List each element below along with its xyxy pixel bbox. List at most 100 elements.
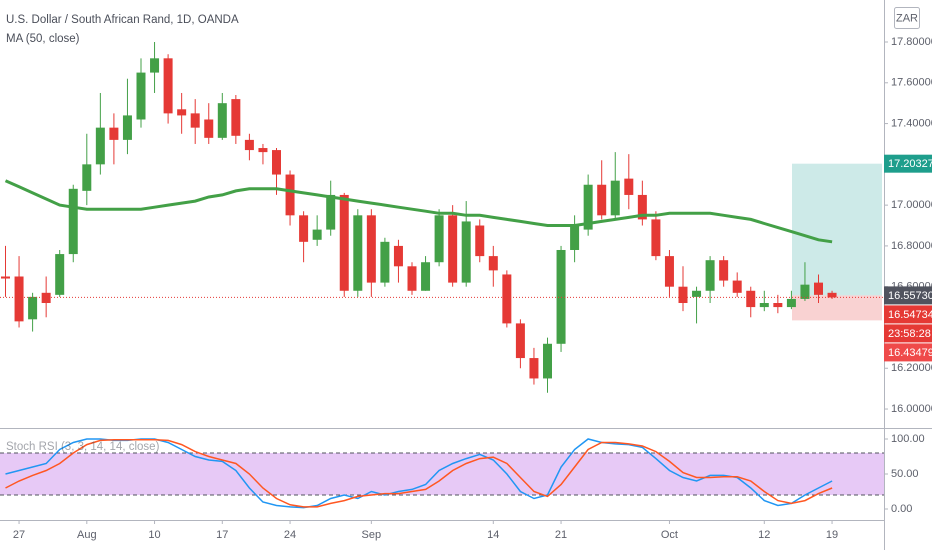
stoch-line <box>5 438 833 508</box>
candle-body <box>692 290 702 297</box>
candle-body <box>705 260 715 291</box>
y-tick-label: 17.80000 <box>891 36 932 48</box>
stoch-band-fill <box>0 453 884 496</box>
candle-body <box>244 139 254 151</box>
candle-body <box>461 221 471 283</box>
candle-body <box>353 215 363 291</box>
candle-body <box>41 292 51 304</box>
target-price-label: 17.20327 <box>888 158 932 170</box>
candle-body <box>109 127 119 140</box>
candle-body <box>678 286 688 304</box>
candle-body <box>82 164 92 191</box>
candle-body <box>150 58 160 73</box>
candle-body <box>1 276 10 279</box>
x-tick-label: 17 <box>216 529 228 541</box>
x-tick-label: Sep <box>362 529 382 541</box>
candle-body <box>163 58 173 114</box>
x-tick-label: 21 <box>555 529 567 541</box>
y-tick-label: 16.80000 <box>891 240 932 252</box>
candle-body <box>746 290 756 308</box>
y-tick-label: 16.00000 <box>891 403 932 415</box>
candle-body <box>597 184 607 216</box>
x-tick-label: Oct <box>661 529 678 541</box>
y-tick-label: 17.40000 <box>891 117 932 129</box>
candle-body <box>637 194 647 220</box>
candle-body <box>312 229 322 240</box>
candle-body <box>122 115 132 140</box>
candle-body <box>543 343 552 379</box>
candle-body <box>339 194 349 291</box>
stop-price-label: 16.43479 <box>888 347 932 359</box>
indicator-label: MA (50, close) <box>6 33 80 45</box>
candle-body <box>393 245 403 267</box>
candle-body <box>380 241 390 283</box>
target-price-label-box <box>884 154 932 173</box>
candle-body <box>299 215 309 242</box>
candle-body <box>136 72 146 120</box>
candle-body <box>177 109 187 116</box>
candle-body <box>366 215 376 283</box>
candle-body <box>434 215 444 263</box>
y-tick-label: 100.00 <box>891 433 925 445</box>
y-tick-label: 16.20000 <box>891 362 932 374</box>
candle-body <box>529 358 539 379</box>
x-tick-label: 14 <box>487 529 499 541</box>
x-tick-label: 24 <box>284 529 296 541</box>
countdown-label: 23:58:28 <box>888 328 931 340</box>
candle-body <box>55 254 65 295</box>
candle-body <box>448 215 458 283</box>
candle-body <box>814 282 823 295</box>
entry-price-label: 16.55730 <box>888 290 932 302</box>
candle-body <box>258 148 268 153</box>
stoch-title: Stoch RSI (3, 3, 14, 14, close) <box>6 441 160 453</box>
x-tick-label: Aug <box>77 529 97 541</box>
candle-body <box>95 127 105 165</box>
candle-body <box>421 262 431 291</box>
candle-body <box>570 225 580 250</box>
candle-body <box>68 188 78 255</box>
candle-body <box>732 280 742 293</box>
countdown-label-box <box>884 324 932 343</box>
candle-body <box>651 219 661 257</box>
last-price-label-box <box>884 305 932 324</box>
candle-body <box>14 276 24 322</box>
ma-line <box>4 179 833 244</box>
candle-body <box>28 296 38 320</box>
candle-body <box>231 99 241 136</box>
candle-body <box>285 174 295 216</box>
position-stop-zone <box>792 295 882 321</box>
y-tick-label: 50.00 <box>891 468 919 480</box>
y-tick-label: 17.60000 <box>891 77 932 89</box>
y-tick-label: 17.00000 <box>891 199 932 211</box>
x-tick-label: 10 <box>148 529 160 541</box>
candle-body <box>556 249 566 344</box>
stop-price-label-box <box>884 343 932 362</box>
candle-body <box>786 298 796 308</box>
entry-price-label-box <box>884 286 932 305</box>
last-price-label: 16.54734 <box>888 309 932 321</box>
candle-body <box>407 266 417 291</box>
x-tick-label: 12 <box>758 529 770 541</box>
candle-body <box>475 225 485 257</box>
candle-body <box>502 274 512 324</box>
candle-body <box>272 150 281 175</box>
candle-body <box>610 180 620 216</box>
x-tick-label: 27 <box>13 529 25 541</box>
candle-body <box>190 113 200 128</box>
candle-body <box>719 260 729 281</box>
candle-body <box>624 178 634 195</box>
candle-body <box>204 119 214 138</box>
candle-body <box>326 194 336 230</box>
position-target-zone <box>792 163 882 296</box>
candle-body <box>583 184 593 230</box>
candle-body <box>800 284 810 299</box>
x-tick-label: 19 <box>826 529 838 541</box>
candle-body <box>515 323 525 359</box>
candle-body <box>827 292 837 298</box>
y-tick-label: 0.00 <box>891 503 912 515</box>
candle-body <box>664 256 674 287</box>
currency-box <box>894 7 920 29</box>
candle-body <box>759 303 769 308</box>
chart-title: U.S. Dollar / South African Rand, 1D, OA… <box>6 14 239 26</box>
